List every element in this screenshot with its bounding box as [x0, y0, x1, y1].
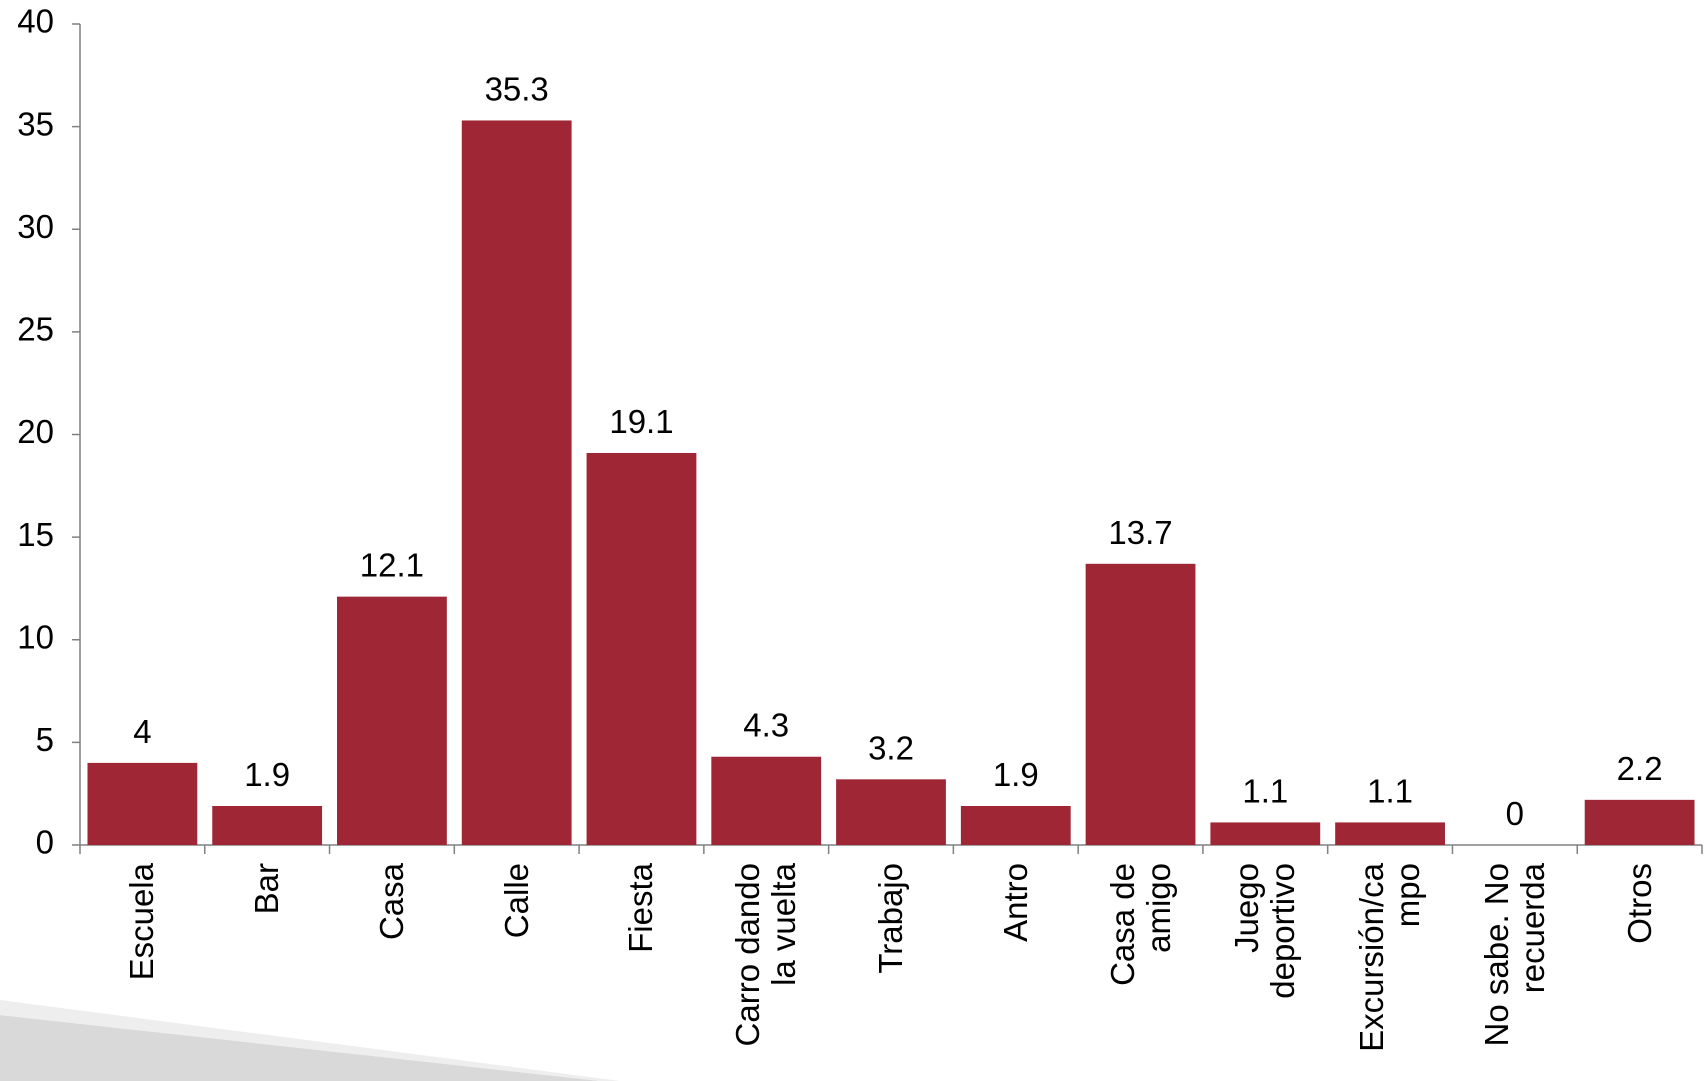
bar — [337, 596, 447, 845]
bar — [836, 779, 946, 845]
bar — [87, 762, 198, 845]
bar — [960, 806, 1071, 845]
value-label: 35.3 — [485, 70, 549, 107]
x-tick-label: No sabe. No recuerda — [1477, 863, 1551, 1047]
value-label: 1.1 — [1242, 772, 1288, 809]
value-label: 2.2 — [1617, 750, 1663, 787]
x-tick-label: Bar — [248, 863, 286, 915]
y-tick-label: 15 — [17, 516, 54, 553]
value-label: 12.1 — [360, 547, 424, 584]
x-tick-label: Fiesta — [622, 863, 660, 953]
value-label: 1.9 — [993, 756, 1039, 793]
x-tick-label: Trabajo — [872, 863, 909, 974]
bar — [711, 756, 822, 845]
bar — [461, 120, 572, 845]
y-tick-label: 30 — [17, 208, 54, 245]
value-label: 4.3 — [743, 707, 789, 744]
value-label: 4 — [133, 713, 151, 750]
value-label: 1.9 — [244, 756, 290, 793]
bar — [1085, 563, 1196, 845]
bar — [212, 806, 323, 845]
x-tick-label: Antro — [996, 863, 1034, 942]
x-tick-label: Otros — [1620, 863, 1658, 944]
decoration — [0, 1000, 620, 1081]
y-tick-label: 40 — [17, 3, 54, 40]
y-tick-label: 35 — [17, 105, 54, 142]
x-tick-label: Escuela — [123, 863, 161, 981]
x-tick-label: Juego deportivo — [1228, 863, 1302, 999]
value-label: 13.7 — [1108, 514, 1172, 551]
y-tick-label: 0 — [36, 824, 54, 861]
bar — [1335, 822, 1445, 845]
y-tick-label: 5 — [36, 721, 54, 758]
y-tick-label: 20 — [17, 413, 54, 450]
bar — [1210, 822, 1321, 845]
x-tick-label: Casa — [372, 863, 410, 941]
bar — [586, 452, 697, 845]
y-tick-label: 25 — [17, 311, 54, 348]
value-label: 19.1 — [609, 403, 673, 440]
x-tick-label: Carro dando la vuelta — [729, 863, 803, 1047]
x-tick-label: Casa de amigo — [1103, 863, 1177, 986]
value-label: 3.2 — [868, 729, 914, 766]
y-tick-label: 10 — [17, 618, 54, 655]
bar — [1584, 799, 1695, 845]
x-tick-label: Excursión/ca mpo — [1353, 863, 1427, 1052]
value-label: 0 — [1506, 795, 1524, 832]
x-tick-label: Calle — [497, 863, 535, 939]
value-label: 1.1 — [1367, 772, 1413, 809]
